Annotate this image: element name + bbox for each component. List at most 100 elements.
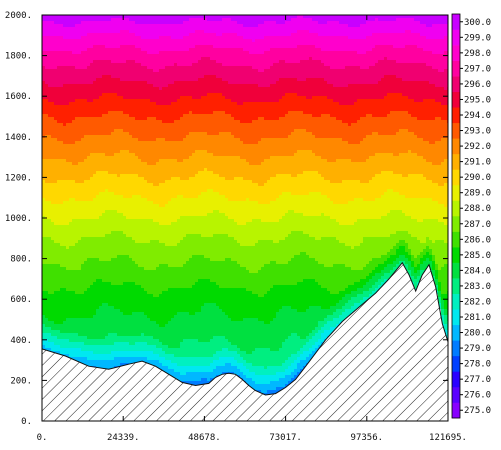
contour-cell xyxy=(48,180,52,184)
contour-cell xyxy=(147,132,151,136)
contour-cell xyxy=(108,144,112,148)
contour-cell xyxy=(165,285,169,289)
contour-cell xyxy=(78,72,82,76)
contour-cell xyxy=(105,66,109,70)
contour-cell xyxy=(81,234,85,238)
contour-cell xyxy=(90,195,94,199)
contour-cell xyxy=(75,93,79,97)
contour-cell xyxy=(129,354,133,358)
contour-cell xyxy=(63,303,67,307)
contour-cell xyxy=(72,216,76,220)
contour-cell xyxy=(111,84,115,88)
contour-cell xyxy=(129,204,133,208)
contour-cell xyxy=(45,174,49,178)
contour-cell xyxy=(57,189,61,193)
contour-cell xyxy=(87,48,91,52)
contour-cell xyxy=(165,273,169,277)
contour-cell xyxy=(75,177,79,181)
contour-cell xyxy=(69,144,73,148)
contour-cell xyxy=(108,24,112,28)
contour-cell xyxy=(75,57,79,61)
contour-cell xyxy=(81,177,85,181)
contour-cell xyxy=(81,27,85,31)
contour-cell xyxy=(102,66,106,70)
contour-cell xyxy=(108,234,112,238)
contour-cell xyxy=(51,324,55,328)
contour-cell xyxy=(99,180,103,184)
contour-cell xyxy=(96,282,100,286)
contour-cell xyxy=(144,210,148,214)
contour-cell xyxy=(90,129,94,133)
contour-cell xyxy=(42,201,46,205)
contour-cell xyxy=(120,309,124,313)
contour-cell xyxy=(141,234,145,238)
contour-cell xyxy=(96,147,100,151)
contour-cell xyxy=(75,144,79,148)
contour-cell xyxy=(165,84,169,88)
contour-cell xyxy=(159,144,163,148)
contour-cell xyxy=(63,240,67,244)
contour-cell xyxy=(144,246,148,250)
contour-cell xyxy=(69,105,73,109)
contour-cell xyxy=(147,60,151,64)
contour-cell xyxy=(57,159,61,163)
contour-cell xyxy=(159,114,163,118)
contour-cell xyxy=(153,216,157,220)
contour-cell xyxy=(150,111,154,115)
contour-cell xyxy=(90,111,94,115)
contour-cell xyxy=(144,222,148,226)
contour-cell xyxy=(144,219,148,223)
contour-cell xyxy=(96,288,100,292)
contour-cell xyxy=(105,297,109,301)
contour-cell xyxy=(168,177,172,181)
contour-cell xyxy=(123,96,127,100)
contour-cell xyxy=(159,138,163,142)
contour-cell xyxy=(120,147,124,151)
contour-cell xyxy=(72,345,76,349)
contour-cell xyxy=(45,126,49,130)
contour-cell xyxy=(120,123,124,127)
contour-cell xyxy=(93,210,97,214)
contour-cell xyxy=(156,267,160,271)
contour-cell xyxy=(153,300,157,304)
contour-cell xyxy=(129,315,133,319)
contour-cell xyxy=(135,225,139,229)
contour-cell xyxy=(138,27,142,31)
contour-cell xyxy=(72,99,76,103)
contour-cell xyxy=(108,258,112,262)
contour-cell xyxy=(135,297,139,301)
contour-cell xyxy=(156,336,160,340)
contour-cell xyxy=(114,324,118,328)
contour-cell xyxy=(81,150,85,154)
contour-cell xyxy=(78,171,82,175)
contour-cell xyxy=(45,57,49,61)
contour-cell xyxy=(132,183,136,187)
contour-cell xyxy=(93,198,97,202)
contour-cell xyxy=(168,33,172,37)
contour-cell xyxy=(84,261,88,265)
contour-cell xyxy=(159,117,163,121)
contour-cell xyxy=(99,75,103,79)
contour-cell xyxy=(102,15,106,19)
contour-cell xyxy=(129,69,133,73)
contour-cell xyxy=(60,261,64,265)
contour-cell xyxy=(138,96,142,100)
contour-cell xyxy=(159,45,163,49)
contour-cell xyxy=(132,321,136,325)
contour-cell xyxy=(153,21,157,25)
contour-cell xyxy=(48,93,52,97)
contour-cell xyxy=(84,51,88,55)
contour-cell xyxy=(156,33,160,37)
contour-cell xyxy=(159,96,163,100)
contour-cell xyxy=(129,18,133,22)
contour-cell xyxy=(129,333,133,337)
contour-cell xyxy=(42,36,46,40)
contour-cell xyxy=(117,27,121,31)
contour-cell xyxy=(99,270,103,274)
contour-cell xyxy=(42,174,46,178)
contour-cell xyxy=(93,84,97,88)
contour-cell xyxy=(105,144,109,148)
contour-cell xyxy=(120,186,124,190)
contour-cell xyxy=(78,258,82,262)
contour-cell xyxy=(126,267,130,271)
